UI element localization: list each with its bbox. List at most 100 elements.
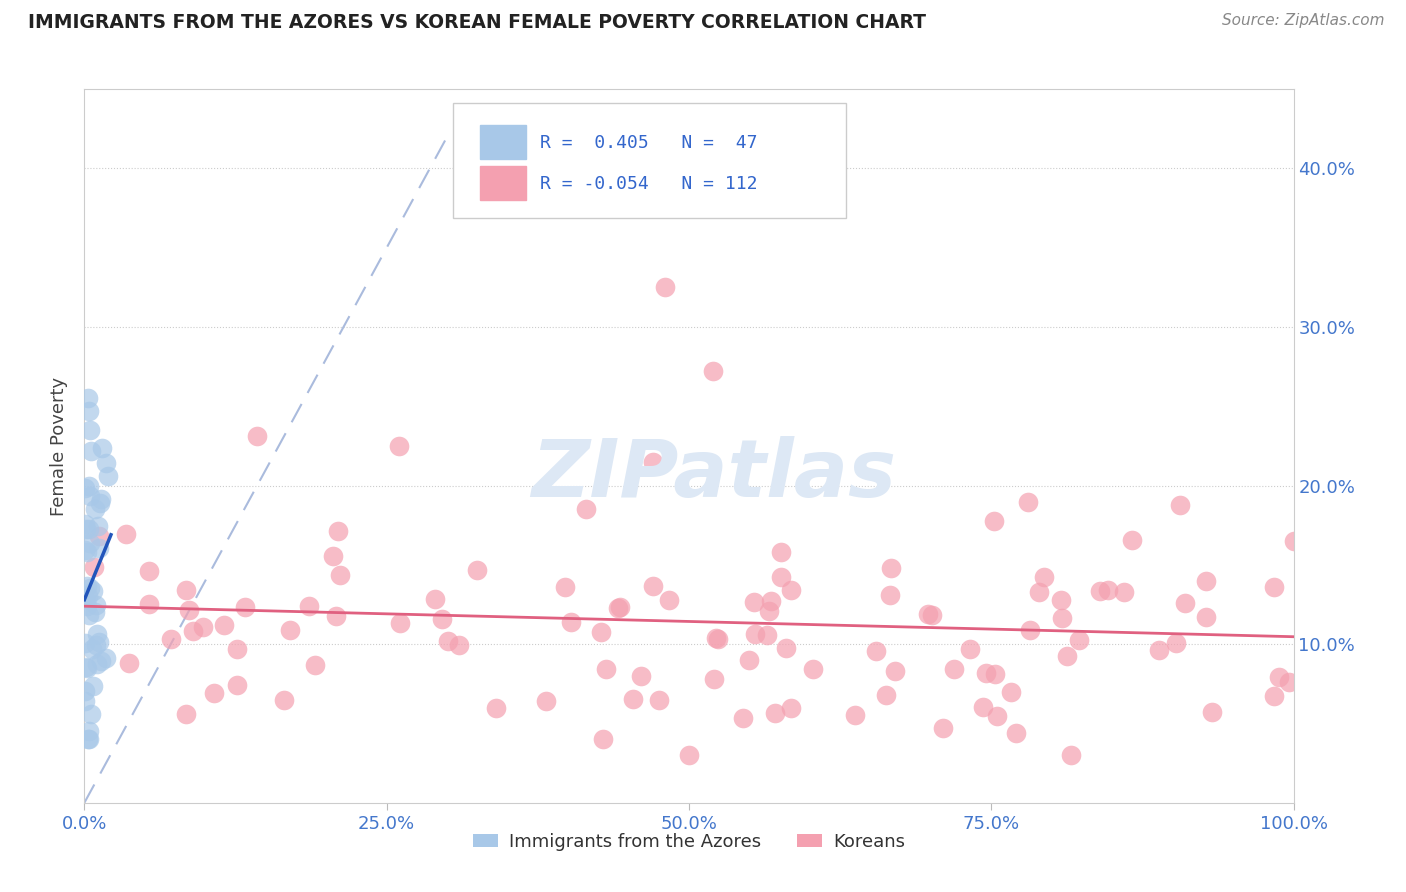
Point	[79, 423, 101, 437]
Point	[595, 662, 617, 676]
Point	[574, 502, 596, 516]
Point	[76, 579, 98, 593]
Point	[606, 601, 628, 615]
Point	[304, 658, 326, 673]
Point	[592, 731, 614, 746]
Point	[883, 664, 905, 678]
Point	[630, 669, 652, 683]
Point	[298, 599, 321, 613]
Point	[801, 662, 824, 676]
Point	[703, 672, 725, 686]
Point	[76, 589, 98, 603]
Point	[75, 592, 97, 607]
Point	[77, 478, 100, 492]
Point	[423, 592, 446, 607]
Point	[1114, 585, 1136, 599]
Point	[536, 694, 558, 708]
Point	[77, 732, 100, 747]
Point	[432, 612, 454, 626]
Legend: Immigrants from the Azores, Koreans: Immigrants from the Azores, Koreans	[465, 826, 912, 858]
Point	[273, 693, 295, 707]
Point	[90, 654, 112, 668]
Point	[921, 607, 943, 622]
Point	[82, 584, 104, 599]
Point	[1263, 580, 1285, 594]
Point	[214, 617, 236, 632]
Text: ZIPatlas: ZIPatlas	[530, 435, 896, 514]
Point	[1067, 633, 1090, 648]
Point	[73, 684, 96, 698]
Point	[983, 514, 1005, 528]
Point	[702, 364, 724, 378]
Point	[775, 641, 797, 656]
Point	[1147, 642, 1170, 657]
Point	[84, 605, 107, 619]
Point	[738, 653, 761, 667]
Point	[744, 626, 766, 640]
Point	[1088, 583, 1111, 598]
Point	[1050, 593, 1073, 607]
Point	[485, 701, 508, 715]
Point	[436, 633, 458, 648]
Point	[755, 627, 778, 641]
Point	[932, 721, 955, 735]
Point	[1201, 705, 1223, 719]
Point	[82, 641, 104, 656]
Point	[278, 623, 301, 637]
Point	[138, 597, 160, 611]
Point	[879, 588, 901, 602]
Point	[97, 469, 120, 483]
Point	[1121, 533, 1143, 547]
Point	[79, 536, 101, 550]
Point	[159, 632, 181, 647]
Point	[75, 660, 97, 674]
Point	[86, 627, 108, 641]
Point	[917, 607, 939, 621]
Point	[89, 496, 111, 510]
Point	[589, 625, 612, 640]
Point	[76, 660, 98, 674]
Point	[1056, 649, 1078, 664]
Point	[225, 678, 247, 692]
Point	[560, 615, 582, 630]
Point	[83, 502, 105, 516]
Point	[1019, 623, 1042, 637]
Text: R = -0.054   N = 112: R = -0.054 N = 112	[540, 175, 758, 193]
Point	[648, 693, 671, 707]
Point	[875, 688, 897, 702]
Point	[73, 543, 96, 558]
Point	[1174, 596, 1197, 610]
Point	[202, 686, 225, 700]
Point	[1005, 726, 1028, 740]
Point	[865, 644, 887, 658]
Point	[1060, 748, 1083, 763]
Point	[388, 439, 411, 453]
Point	[1097, 583, 1119, 598]
Point	[73, 693, 96, 707]
Point	[233, 599, 256, 614]
Point	[114, 527, 136, 541]
FancyBboxPatch shape	[479, 166, 526, 200]
Point	[449, 638, 471, 652]
Point	[779, 700, 801, 714]
Point	[96, 456, 118, 470]
Point	[844, 708, 866, 723]
Point	[80, 444, 103, 458]
Point	[77, 392, 100, 406]
Point	[77, 404, 100, 418]
Point	[118, 656, 141, 670]
Point	[983, 667, 1005, 681]
Point	[654, 280, 676, 294]
Point	[75, 522, 97, 536]
Point	[79, 522, 101, 536]
Point	[707, 632, 730, 646]
Point	[76, 545, 98, 559]
Point	[76, 599, 98, 614]
Point	[174, 582, 197, 597]
Point	[90, 492, 112, 507]
Point	[73, 636, 96, 650]
Point	[1032, 570, 1054, 584]
Point	[643, 579, 665, 593]
Point	[75, 481, 97, 495]
Point	[86, 657, 108, 671]
